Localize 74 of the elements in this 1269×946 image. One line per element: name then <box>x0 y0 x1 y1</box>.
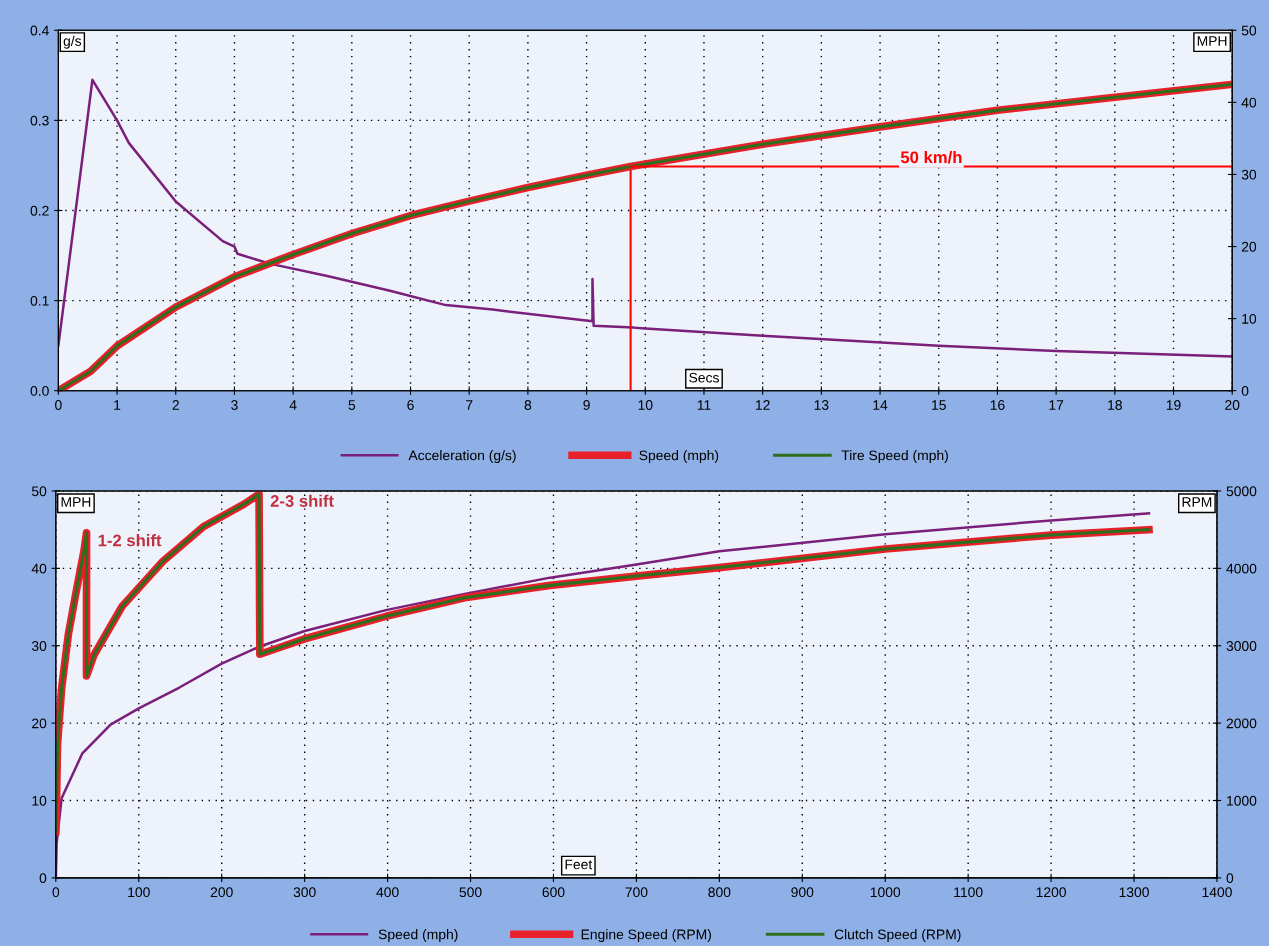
y2-tick-label: 4000 <box>1226 563 1257 574</box>
y-tick-label: 30 <box>31 641 47 651</box>
y-tick-label: 50 <box>31 486 47 497</box>
x-tick-label: 13 <box>814 400 829 410</box>
x-axis-title: Secs <box>689 372 719 383</box>
x-tick-label: 14 <box>873 400 888 410</box>
y-tick-label: 20 <box>32 718 47 729</box>
y2-tick-label: 2000 <box>1226 718 1257 729</box>
y-tick-label: 0.1 <box>30 295 49 306</box>
x-tick-label: 1400 <box>1202 887 1232 898</box>
x-tick-label: 300 <box>293 887 316 898</box>
y-tick-label: 0.0 <box>30 386 49 396</box>
x-tick-label: 18 <box>1108 400 1122 410</box>
x-tick-label: 9 <box>583 400 590 410</box>
y-tick-label: 0.4 <box>30 25 49 36</box>
y2-tick-label: 1000 <box>1227 795 1257 806</box>
y-axis-title: g/s <box>63 35 82 49</box>
legend-label: Engine Speed (RPM) <box>581 929 711 943</box>
x-tick-label: 0 <box>52 887 60 898</box>
x-tick-label: 700 <box>625 887 648 898</box>
y2-tick-label: 0 <box>1241 386 1249 396</box>
x-tick-label: 11 <box>697 400 711 410</box>
x-tick-label: 3 <box>231 400 238 410</box>
y2-axis-title: MPH <box>1197 36 1227 46</box>
x-tick-label: 8 <box>524 400 532 410</box>
y2-tick-label: 10 <box>1242 313 1257 324</box>
x-tick-label: 12 <box>756 400 770 410</box>
x-tick-label: 600 <box>542 887 565 898</box>
x-tick-label: 4 <box>289 400 297 410</box>
y2-tick-label: 3000 <box>1226 641 1257 651</box>
annotation: 1-2 shift <box>98 534 162 547</box>
x-tick-label: 500 <box>459 887 482 898</box>
y-tick-label: 10 <box>32 795 47 806</box>
y2-axis-title: RPM <box>1182 497 1212 507</box>
legend-label: Speed (mph) <box>378 929 458 943</box>
x-tick-label: 1300 <box>1119 887 1149 898</box>
y-axis-title: MPH <box>61 497 91 507</box>
x-tick-label: 1100 <box>954 887 983 898</box>
legend-label: Clutch Speed (RPM) <box>834 929 961 943</box>
x-tick-label: 0 <box>55 400 62 410</box>
y2-tick-label: 5000 <box>1226 486 1257 497</box>
y2-tick-label: 50 <box>1241 25 1257 36</box>
legend-label: Tire Speed (mph) <box>841 450 948 463</box>
legend-label: Acceleration (g/s) <box>408 450 516 463</box>
x-tick-label: 800 <box>708 887 731 898</box>
y-tick-label: 40 <box>31 563 47 574</box>
annotation: 2-3 shift <box>270 494 334 507</box>
x-tick-label: 6 <box>407 400 414 410</box>
legend-label: Speed (mph) <box>639 450 719 463</box>
y2-tick-label: 20 <box>1241 241 1257 252</box>
x-tick-label: 20 <box>1225 400 1240 410</box>
x-axis-title: Feet <box>565 859 593 870</box>
x-tick-label: 15 <box>932 400 946 410</box>
x-tick-label: 200 <box>210 887 233 898</box>
x-tick-label: 1200 <box>1036 887 1066 898</box>
x-tick-label: 400 <box>376 887 399 898</box>
ref-line-label: 50 km/h <box>900 150 962 164</box>
x-tick-label: 1 <box>114 400 121 410</box>
x-tick-label: 2 <box>172 400 179 410</box>
x-tick-label: 7 <box>466 400 473 410</box>
y2-tick-label: 30 <box>1241 169 1257 180</box>
x-tick-label: 900 <box>791 887 814 898</box>
y-tick-label: 0.3 <box>30 115 49 126</box>
y2-tick-label: 40 <box>1241 97 1257 108</box>
x-tick-label: 19 <box>1166 400 1181 410</box>
x-tick-label: 1000 <box>870 887 901 898</box>
x-tick-label: 10 <box>638 400 653 410</box>
x-tick-label: 5 <box>348 400 356 410</box>
y-tick-label: 0.2 <box>30 205 49 216</box>
x-tick-label: 17 <box>1049 400 1064 410</box>
y2-tick-label: 0 <box>1226 873 1234 884</box>
x-tick-label: 100 <box>128 887 150 898</box>
y-tick-label: 0 <box>39 873 47 884</box>
x-tick-label: 16 <box>990 400 1005 410</box>
